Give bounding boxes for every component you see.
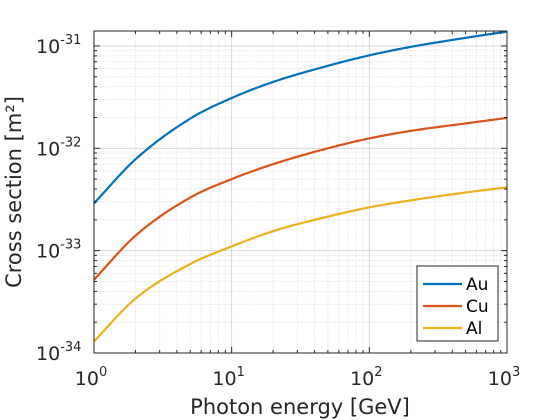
- x-tick-label-base: 10: [212, 368, 236, 390]
- y-tick-label-exponent: -33: [60, 238, 81, 253]
- series-line-al: [93, 186, 508, 343]
- x-tick-label: 100: [75, 365, 107, 390]
- series-line-au: [93, 30, 508, 205]
- x-tick-label-exponent: 2: [374, 365, 382, 380]
- x-tick-label-exponent: 3: [512, 365, 520, 380]
- x-tick-label: 103: [488, 365, 520, 390]
- y-axis-title: Cross section [m²]: [2, 96, 26, 288]
- y-tick-label: 10-34: [36, 340, 81, 365]
- x-tick-label-base: 10: [488, 368, 512, 390]
- plot-frame: [93, 30, 508, 354]
- axis-ticks: [93, 31, 508, 354]
- x-tick-label: 101: [212, 365, 244, 390]
- y-tick-label-exponent: -32: [60, 135, 81, 150]
- series-lines: [93, 30, 508, 343]
- legend-label-au: Au: [466, 275, 488, 295]
- y-tick-label-base: 10: [36, 36, 60, 58]
- legend-label-cu: Cu: [466, 297, 489, 317]
- legend-label-al: Al: [466, 319, 482, 339]
- y-tick-label: 10-31: [36, 33, 81, 58]
- x-tick-labels: 100 101 102 103: [75, 365, 520, 390]
- y-tick-label-base: 10: [36, 343, 60, 365]
- x-axis-title: Photon energy [GeV]: [190, 395, 410, 419]
- x-tick-label-base: 10: [350, 368, 374, 390]
- x-tick-label-exponent: 1: [237, 365, 245, 380]
- x-tick-label-base: 10: [75, 368, 99, 390]
- x-tick-label-exponent: 0: [99, 365, 107, 380]
- y-tick-label: 10-32: [36, 135, 81, 160]
- y-tick-label-base: 10: [36, 138, 60, 160]
- x-tick-label: 102: [350, 365, 382, 390]
- y-tick-label-exponent: -31: [60, 33, 81, 48]
- y-tick-label-exponent: -34: [60, 340, 81, 355]
- y-tick-label-base: 10: [36, 241, 60, 263]
- series-line-cu: [93, 116, 508, 281]
- y-tick-label: 10-33: [36, 238, 81, 263]
